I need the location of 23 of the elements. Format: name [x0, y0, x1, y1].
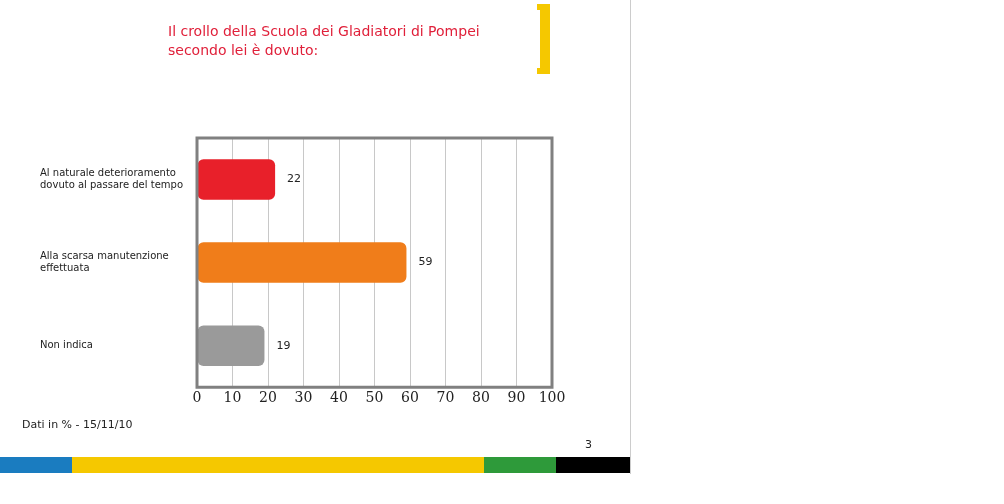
x-tick-label: 20: [259, 389, 277, 406]
x-tick-label: 100: [538, 389, 566, 406]
x-tick-label: 0: [192, 389, 202, 406]
x-tick-label: 80: [472, 389, 490, 406]
x-tick-label: 10: [223, 389, 242, 406]
x-tick-label: 50: [365, 389, 384, 406]
bar: [197, 159, 276, 200]
x-tick-label: 70: [436, 389, 455, 406]
bar: [197, 325, 265, 366]
y-tick-label: Non indica: [40, 339, 93, 351]
x-tick-label: 30: [294, 389, 313, 406]
y-tick-label: Al naturale deterioramento dovuto al passare del tempo: [40, 167, 184, 191]
text: Dati in % - 15/11/10: [22, 418, 133, 431]
data-label: 22: [287, 172, 302, 186]
x-tick-label: 90: [507, 389, 526, 406]
data-label: 59: [418, 255, 433, 269]
text: 3: [585, 438, 592, 451]
bar: [197, 242, 407, 283]
data-label: 19: [276, 338, 291, 352]
chart-title: Il crollo della Scuola dei Gladiatori di Pompei secondo lei è dovuto:: [168, 22, 481, 60]
x-tick-label: 60: [401, 389, 419, 406]
y-tick-label: Alla scarsa manutenzione effettuata: [40, 250, 169, 274]
x-tick-label: 40: [330, 389, 348, 406]
